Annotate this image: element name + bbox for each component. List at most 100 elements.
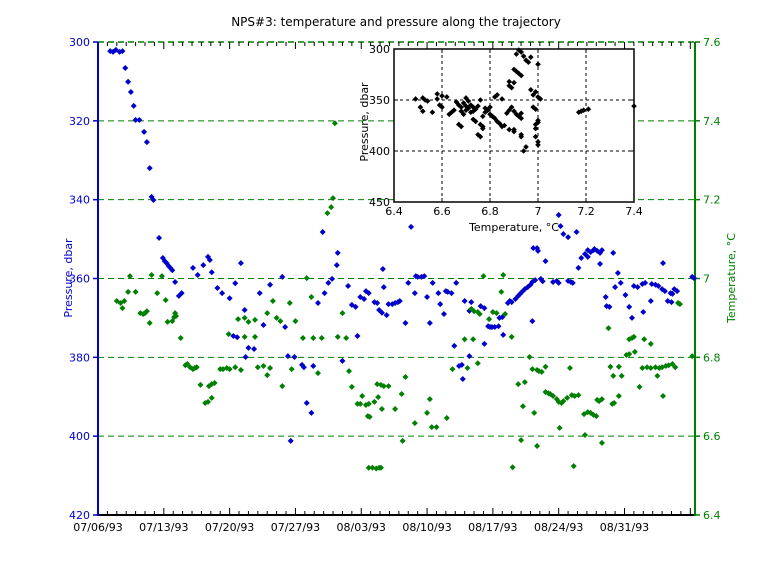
left-tick-label: 400 (69, 430, 90, 443)
temperature-point (598, 439, 605, 446)
inset-point (456, 102, 462, 108)
temperature-point (647, 340, 654, 347)
inset-point (494, 92, 500, 98)
inset-point (513, 51, 520, 57)
pressure-point (321, 290, 328, 297)
pressure-point (242, 353, 249, 360)
temperature-point (211, 379, 218, 386)
temperature-point (121, 297, 128, 304)
chart-title: NPS#3: temperature and pressure along th… (231, 15, 561, 29)
temperature-point (132, 288, 139, 295)
temperature-point (377, 464, 384, 471)
temperature-point (208, 394, 215, 401)
temperature-point (428, 424, 435, 431)
inset-point (417, 104, 424, 110)
pressure-point (598, 247, 605, 254)
temperature-point (542, 363, 549, 370)
main-plot-area: 07/06/93 07/13/93 07/20/93 07/27/93 08/03/93… (69, 36, 721, 534)
temperature-point (173, 312, 180, 319)
pressure-point (539, 278, 546, 285)
temperature-point (464, 364, 471, 371)
pressure-point (385, 301, 392, 308)
pressure-point (626, 303, 633, 310)
inset-plot: 6.4 6.6 6.8 7 7.2 7.4 300 350 400 450 (369, 43, 643, 218)
pressure-point (146, 165, 153, 172)
inset-point (520, 53, 527, 59)
inset-point (451, 107, 457, 113)
pressure-point (451, 342, 458, 349)
pressure-point (308, 409, 315, 416)
inset-point (492, 115, 498, 122)
pressure-point (245, 344, 252, 351)
pressure-point (622, 292, 629, 299)
inset-point (518, 115, 524, 122)
temperature-point (636, 383, 643, 390)
pressure-point (669, 290, 676, 297)
temperature-point (474, 360, 481, 367)
pressure-point (383, 312, 390, 319)
pressure-point (172, 279, 179, 286)
pressure-point (169, 267, 176, 274)
temperature-point (378, 405, 385, 412)
inset-point (475, 131, 481, 138)
temperature-point (232, 364, 239, 371)
pressure-point (555, 279, 562, 286)
inset-point (439, 104, 445, 110)
pressure-point (461, 297, 468, 304)
temperature-point (564, 394, 571, 401)
inset-point (468, 109, 474, 116)
inset-y-tick-label: 300 (369, 43, 390, 56)
inset-point (489, 113, 496, 120)
pressure-point (668, 299, 675, 306)
pressure-point (334, 249, 341, 256)
inset-point (537, 96, 544, 102)
pressure-point (495, 323, 502, 330)
temperature-point (241, 314, 248, 321)
pressure-point (234, 334, 241, 341)
left-tick-label: 360 (69, 273, 90, 286)
pressure-point (339, 357, 346, 364)
inset-point (535, 139, 541, 145)
temperature-point (515, 381, 522, 388)
inset-point (458, 104, 464, 110)
x-tick-label: 08/31/93 (600, 521, 649, 534)
temperature-point (610, 372, 617, 379)
temperature-point (509, 464, 516, 471)
pressure-point (141, 128, 148, 135)
inset-point (458, 123, 464, 130)
temperature-point (162, 297, 169, 304)
inset-point (420, 108, 426, 115)
temperature-point (526, 353, 533, 360)
pressure-point (424, 294, 431, 301)
temperature-point (508, 333, 515, 340)
pressure-point (206, 256, 213, 263)
inset-point (532, 106, 539, 112)
right-tick-label: 7 (703, 273, 710, 286)
pressure-point (560, 230, 567, 237)
x-tick-label: 08/17/93 (468, 521, 517, 534)
inset-point (420, 95, 426, 101)
temperature-point (146, 320, 153, 327)
pressure-point (310, 363, 317, 370)
inset-y-tick-label: 400 (369, 145, 390, 158)
temperature-point (660, 392, 667, 399)
temperature-point (143, 308, 150, 315)
inset-point (468, 102, 474, 108)
pressure-point (481, 305, 488, 312)
x-tick-label: 08/10/93 (402, 521, 451, 534)
pressure-point (500, 331, 507, 338)
inset-point (525, 59, 532, 66)
right-axis-ticks: 7.6 7.4 7.2 7 6.8 6.6 6.4 (695, 36, 721, 522)
temperature-point (308, 294, 315, 301)
temperature-point (607, 363, 614, 370)
temperature-point (676, 301, 683, 308)
left-tick-label: 300 (69, 36, 90, 49)
pressure-point (582, 251, 589, 258)
inset-point (523, 144, 529, 150)
pressure-point (614, 269, 621, 276)
left-tick-label: 320 (69, 115, 90, 128)
pressure-point (219, 290, 226, 297)
temperature-series (113, 120, 696, 472)
inset-point (477, 133, 484, 140)
pressure-point (429, 279, 436, 286)
